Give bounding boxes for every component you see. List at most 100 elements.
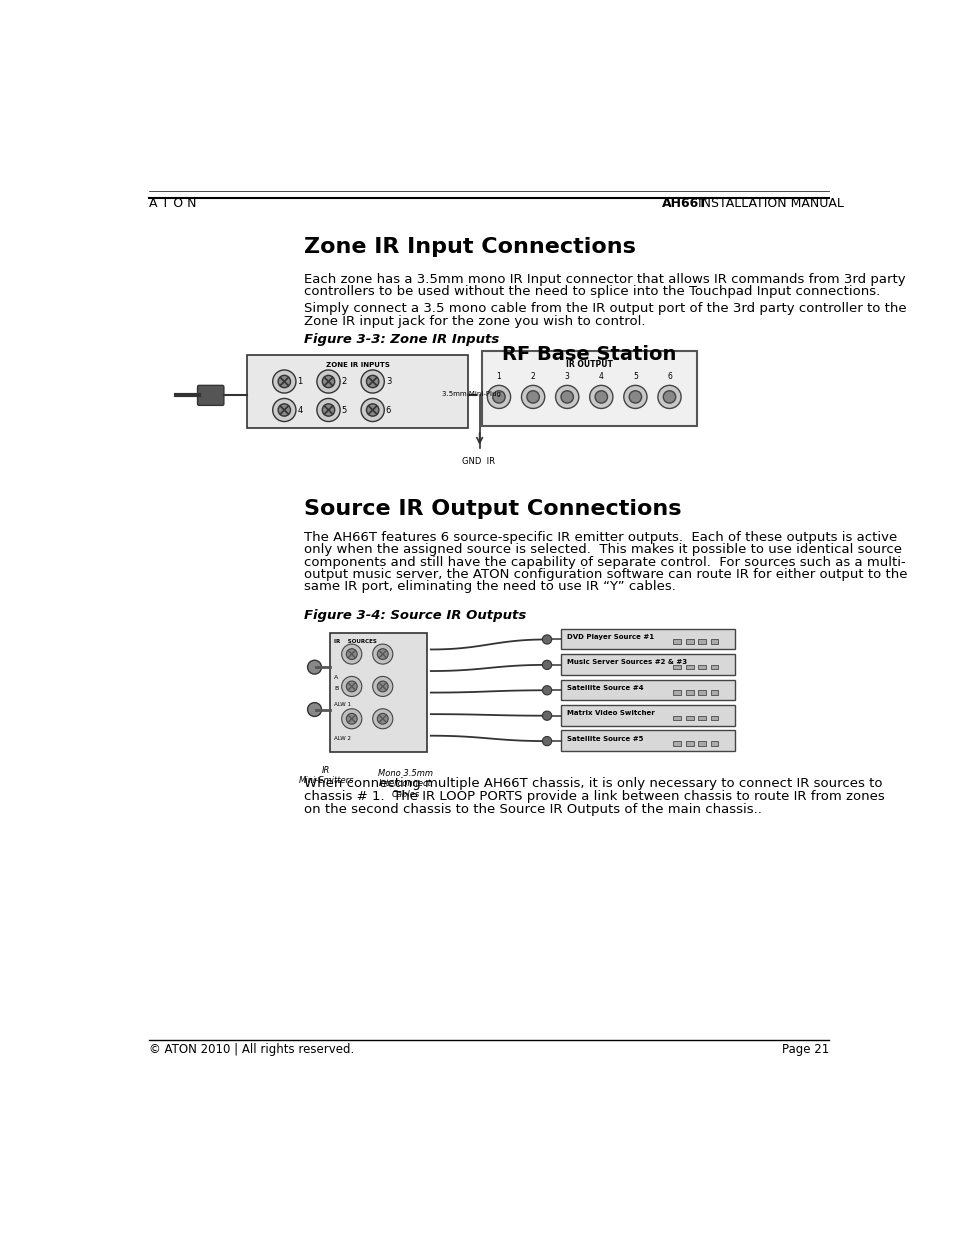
Text: output music server, the ATON configuration software can route IR for either out: output music server, the ATON configurat… <box>303 568 906 580</box>
Circle shape <box>341 677 361 697</box>
Text: 2: 2 <box>530 372 535 382</box>
Circle shape <box>658 385 680 409</box>
Text: B: B <box>334 687 337 692</box>
Text: only when the assigned source is selected.  This makes it possible to use identi: only when the assigned source is selecte… <box>303 543 901 556</box>
Bar <box>710 664 718 669</box>
Text: 1: 1 <box>497 372 501 382</box>
Bar <box>698 640 705 645</box>
Circle shape <box>377 648 388 659</box>
FancyBboxPatch shape <box>247 354 468 427</box>
Text: 3: 3 <box>385 377 391 387</box>
Text: 4: 4 <box>297 405 302 415</box>
Circle shape <box>555 385 578 409</box>
FancyBboxPatch shape <box>560 730 735 751</box>
Circle shape <box>542 635 551 645</box>
Circle shape <box>542 711 551 720</box>
Text: ALW 2: ALW 2 <box>334 736 351 741</box>
Bar <box>673 741 680 746</box>
Text: AH66T: AH66T <box>661 198 707 210</box>
Circle shape <box>278 375 291 388</box>
Circle shape <box>273 399 295 421</box>
Bar <box>685 741 693 746</box>
Text: ALW 1: ALW 1 <box>334 701 351 706</box>
Circle shape <box>493 390 505 403</box>
Circle shape <box>360 399 384 421</box>
Circle shape <box>273 370 295 393</box>
Text: IR
Mini-Emitters: IR Mini-Emitters <box>298 766 354 785</box>
Text: IR OUTPUT: IR OUTPUT <box>566 359 613 369</box>
Bar <box>685 716 693 720</box>
Bar <box>698 690 705 695</box>
Text: components and still have the capability of separate control.  For sources such : components and still have the capability… <box>303 556 904 568</box>
Bar <box>673 664 680 669</box>
Circle shape <box>487 385 510 409</box>
Circle shape <box>322 375 335 388</box>
Text: Music Server Sources #2 & #3: Music Server Sources #2 & #3 <box>567 659 686 666</box>
Text: Zone IR input jack for the zone you wish to control.: Zone IR input jack for the zone you wish… <box>303 315 644 327</box>
FancyBboxPatch shape <box>330 632 427 752</box>
Text: Satellite Source #4: Satellite Source #4 <box>567 685 643 690</box>
Text: 5: 5 <box>632 372 638 382</box>
Text: Zone IR Input Connections: Zone IR Input Connections <box>303 237 635 257</box>
FancyBboxPatch shape <box>481 351 697 426</box>
Circle shape <box>373 709 393 729</box>
Circle shape <box>373 677 393 697</box>
Circle shape <box>542 661 551 669</box>
Bar <box>698 716 705 720</box>
FancyBboxPatch shape <box>560 655 735 674</box>
Text: INSTALLATION MANUAL: INSTALLATION MANUAL <box>694 198 843 210</box>
Text: on the second chassis to the Source IR Outputs of the main chassis..: on the second chassis to the Source IR O… <box>303 803 760 815</box>
FancyBboxPatch shape <box>560 679 735 700</box>
Bar <box>710 690 718 695</box>
Circle shape <box>307 661 321 674</box>
Circle shape <box>629 390 641 403</box>
Circle shape <box>278 404 291 416</box>
FancyBboxPatch shape <box>560 629 735 650</box>
Bar <box>698 741 705 746</box>
Circle shape <box>377 680 388 692</box>
Text: The AH66T features 6 source-specific IR emitter outputs.  Each of these outputs : The AH66T features 6 source-specific IR … <box>303 531 896 543</box>
Circle shape <box>623 385 646 409</box>
Circle shape <box>560 390 573 403</box>
Text: IR    SOURCES: IR SOURCES <box>334 638 376 643</box>
Text: Satellite Source #5: Satellite Source #5 <box>567 736 643 742</box>
Circle shape <box>366 404 378 416</box>
Text: GND  IR: GND IR <box>461 457 494 466</box>
Circle shape <box>346 714 356 724</box>
Text: Source IR Output Connections: Source IR Output Connections <box>303 499 680 519</box>
Text: 1: 1 <box>297 377 302 387</box>
Text: Matrix Video Switcher: Matrix Video Switcher <box>567 710 655 716</box>
Text: Page 21: Page 21 <box>781 1042 828 1056</box>
Circle shape <box>526 390 538 403</box>
Circle shape <box>316 370 340 393</box>
Circle shape <box>366 375 378 388</box>
Circle shape <box>542 685 551 695</box>
Bar <box>710 716 718 720</box>
Bar <box>710 640 718 645</box>
Circle shape <box>346 648 356 659</box>
Bar <box>685 640 693 645</box>
Text: A T O N: A T O N <box>149 198 196 210</box>
Text: same IR port, eliminating the need to use IR “Y” cables.: same IR port, eliminating the need to us… <box>303 580 675 593</box>
Bar <box>698 664 705 669</box>
Text: 2: 2 <box>341 377 347 387</box>
Text: Mono 3.5mm
Interconnect
Cables: Mono 3.5mm Interconnect Cables <box>377 769 433 799</box>
FancyBboxPatch shape <box>197 385 224 405</box>
Bar <box>685 690 693 695</box>
Text: chassis # 1.  The IR LOOP PORTS provide a link between chassis to route IR from : chassis # 1. The IR LOOP PORTS provide a… <box>303 789 883 803</box>
Text: When connecting multiple AH66T chassis, it is only necessary to connect IR sourc: When connecting multiple AH66T chassis, … <box>303 777 882 789</box>
Text: Simply connect a 3.5 mono cable from the IR output port of the 3rd party control: Simply connect a 3.5 mono cable from the… <box>303 303 905 315</box>
Text: 3: 3 <box>564 372 569 382</box>
Circle shape <box>595 390 607 403</box>
Text: ZONE IR INPUTS: ZONE IR INPUTS <box>325 362 389 368</box>
Text: 6: 6 <box>385 405 391 415</box>
Circle shape <box>542 736 551 746</box>
Circle shape <box>521 385 544 409</box>
Circle shape <box>346 680 356 692</box>
Circle shape <box>377 714 388 724</box>
Bar <box>710 741 718 746</box>
Circle shape <box>322 404 335 416</box>
Text: A: A <box>334 674 337 680</box>
Text: 4: 4 <box>598 372 603 382</box>
Bar <box>673 690 680 695</box>
